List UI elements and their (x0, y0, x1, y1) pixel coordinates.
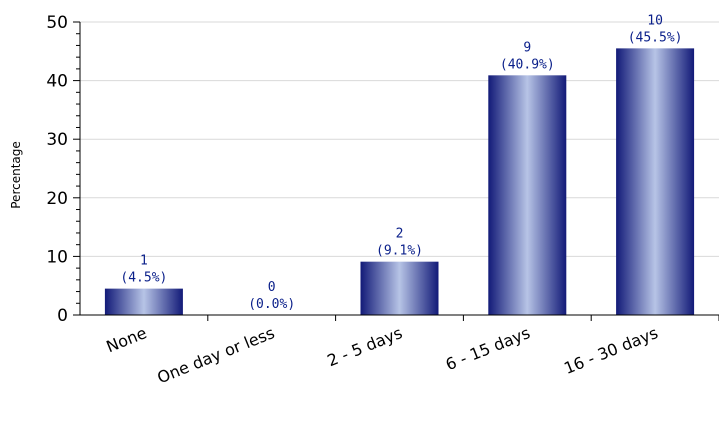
bars (104, 48, 695, 316)
y-tick-label: 30 (46, 130, 68, 150)
y-tick-label: 20 (46, 189, 68, 209)
data-label-percent: (40.9%) (500, 57, 555, 72)
data-label-percent: (4.5%) (120, 271, 167, 286)
bar (616, 48, 695, 316)
x-tick-label: One day or less (155, 323, 278, 387)
bar (360, 261, 439, 315)
data-label-count: 1 (140, 254, 148, 269)
x-tick-label: 2 - 5 days (324, 323, 405, 370)
x-tick-label: 16 - 30 days (561, 323, 660, 378)
data-label-percent: (45.5%) (628, 30, 683, 45)
data-label-count: 2 (396, 227, 404, 242)
data-label-percent: (9.1%) (376, 244, 423, 259)
x-tick-label: 6 - 15 days (443, 323, 533, 374)
data-label-count: 10 (647, 13, 663, 28)
data-label-percent: (0.0%) (248, 297, 295, 312)
y-tick-label: 0 (57, 306, 68, 326)
x-tick-label: None (104, 323, 150, 356)
y-tick-label: 40 (46, 72, 68, 92)
data-label-count: 9 (523, 40, 531, 55)
y-tick-label: 10 (46, 247, 68, 267)
bar (488, 75, 567, 316)
y-tick-label: 50 (46, 13, 68, 33)
y-axis-title: Percentage (9, 141, 23, 209)
grid-lines (80, 21, 719, 257)
data-label-count: 0 (268, 280, 276, 295)
axes (73, 21, 719, 321)
bar (104, 288, 183, 315)
